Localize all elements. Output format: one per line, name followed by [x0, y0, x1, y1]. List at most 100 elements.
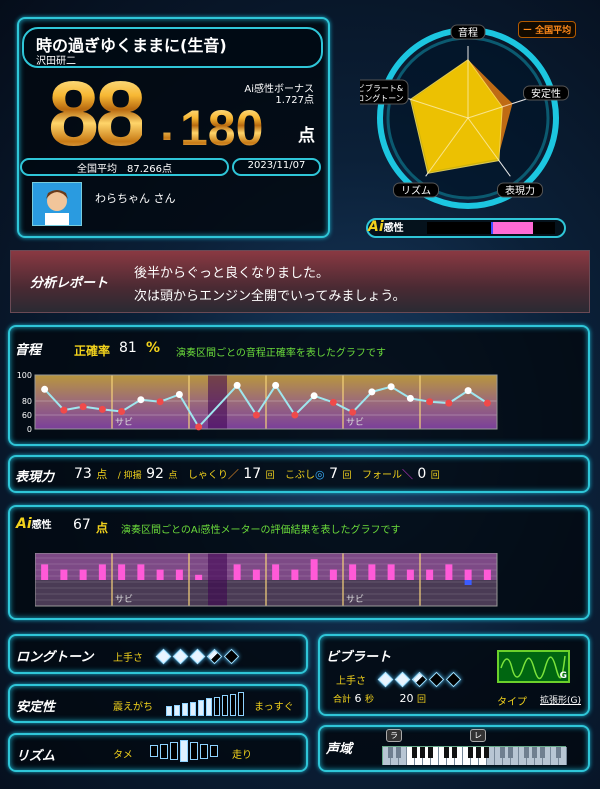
chart-frame [35, 553, 498, 607]
ai-bar [387, 564, 395, 580]
shakuri-icon: ／ [227, 468, 239, 481]
rhythm-segment [150, 745, 158, 757]
rhythm-segment [210, 745, 218, 757]
kobushi-label: こぶし [285, 470, 316, 481]
pitch-point [156, 398, 164, 406]
ai-bar [137, 564, 145, 580]
y-tick-label: 60 [22, 411, 32, 420]
stability-segment [206, 698, 212, 717]
radar-axis-label: 安定性 [531, 87, 561, 100]
radar-axis-label: 音程 [458, 26, 478, 39]
pitch-point [60, 406, 68, 414]
date-pill [232, 158, 321, 176]
range-low-marker: ラ [386, 729, 402, 742]
rhythm-segment [160, 743, 168, 759]
accuracy-value: 81 [119, 340, 137, 356]
vibrato-total-label: 合計 [333, 695, 352, 705]
song-title-pill [22, 27, 323, 68]
ai-description: 演奏区間ごとのAi感性メーターの評価結果を表したグラフです [121, 525, 401, 536]
ai-score: 67 [73, 517, 91, 533]
radar-label-bg [450, 24, 486, 40]
shakuri-count: 17 [243, 466, 262, 482]
expression-score: 73 [74, 466, 92, 482]
ai-meter-fill [491, 222, 534, 234]
analysis-report [10, 250, 590, 313]
radar-axis-label: リズム [401, 184, 431, 197]
shakuri-unit: 回 [265, 471, 275, 481]
ai-bar [349, 564, 357, 580]
sabi-label: サビ [115, 417, 133, 428]
rating-diamond [155, 648, 172, 665]
pitch-line-segment [274, 384, 296, 416]
ai-bar [252, 569, 260, 580]
white-key [511, 747, 519, 765]
range-high-marker: レ [470, 729, 486, 742]
yokuyo-label: / 抑揚 [117, 471, 142, 481]
black-key [540, 747, 545, 758]
average-legend: ー 全国平均 [518, 21, 577, 38]
ai-logo-text: Ai [16, 516, 32, 532]
ai-bar [118, 564, 126, 580]
chart-break-band [208, 553, 227, 606]
stability-segment [182, 703, 188, 717]
ai-negative-bar [464, 580, 472, 585]
stability-segment [198, 700, 204, 717]
rating-diamond [223, 648, 240, 665]
black-key [508, 747, 513, 758]
pitch-point [118, 408, 126, 415]
ai-bonus-label: Ai感性ボーナス [244, 84, 314, 95]
radar-user-area [409, 58, 503, 174]
stability-segment [174, 704, 180, 717]
radar-axis-label: ロングトーン [360, 93, 404, 103]
ai-bar [41, 564, 49, 580]
pitch-plot-area: サビ サビ [34, 374, 498, 431]
longtone-label: ロングトーン [16, 650, 94, 665]
report-label: 分析レポート [30, 276, 109, 291]
pitch-line-segment [178, 393, 200, 428]
pitch-point [464, 387, 472, 395]
pitch-line-segment [121, 398, 142, 413]
pitch-point [445, 399, 453, 407]
ai-bar [310, 559, 318, 580]
fall-label: フォール [361, 470, 402, 481]
ai-bar [445, 564, 453, 580]
ai-bar [272, 564, 280, 580]
rating-diamond [377, 671, 394, 688]
stability-segment [222, 695, 228, 717]
keyboard [382, 746, 567, 765]
radar-axis-overlay [467, 95, 537, 119]
rating-diamond [445, 671, 462, 688]
vibrato-type-badge: G [559, 671, 567, 681]
sabi-label: サビ [346, 417, 364, 428]
kobushi-unit: 回 [342, 471, 352, 481]
shakuri-label: しゃくり [187, 470, 228, 481]
black-key [444, 747, 449, 758]
pitch-point [98, 405, 106, 413]
avatar[interactable] [32, 182, 82, 226]
national-average-pill [20, 158, 229, 176]
rhythm-meter [150, 740, 220, 762]
black-key [500, 747, 505, 758]
radar-label-bg [523, 85, 569, 101]
pitch-point [310, 392, 318, 400]
black-key [468, 747, 473, 758]
ai-bar [368, 564, 376, 580]
sabi-label: サビ [346, 594, 364, 605]
ai-logo: Ai感性 [368, 219, 404, 235]
rhythm-right: 走り [232, 750, 252, 761]
ai-chart: サビ サビ [35, 553, 498, 607]
vibrato-type-link[interactable]: 拡張形(G) [540, 696, 581, 706]
black-key [524, 747, 529, 758]
score-decimal: 180 [180, 100, 264, 156]
ai-bar [483, 569, 491, 580]
vibrato-type-graph: G [497, 650, 570, 683]
black-key [412, 747, 417, 758]
vibrato-totals: 合計 6 秒 20 回 [333, 692, 426, 705]
chart-frame [34, 374, 498, 430]
ai-bar [233, 564, 241, 580]
ai-meter-track [427, 222, 555, 234]
white-key [399, 747, 407, 765]
ai-bar [329, 569, 337, 580]
white-key [487, 747, 495, 765]
rating-diamond [189, 648, 206, 665]
